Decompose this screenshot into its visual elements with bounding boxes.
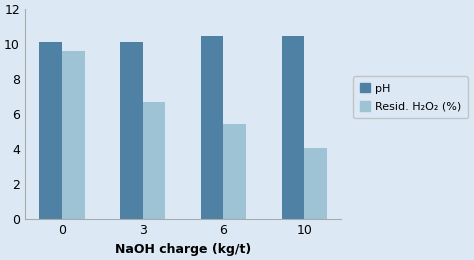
Bar: [62, 51, 84, 219]
Bar: [120, 42, 143, 219]
Bar: [223, 124, 246, 219]
Bar: [201, 36, 223, 219]
Bar: [39, 42, 62, 219]
Bar: [143, 102, 165, 219]
Bar: [304, 148, 327, 219]
Legend: pH, Resid. H₂O₂ (%): pH, Resid. H₂O₂ (%): [353, 76, 468, 119]
Bar: [282, 36, 304, 219]
X-axis label: NaOH charge (kg/t): NaOH charge (kg/t): [115, 243, 251, 256]
